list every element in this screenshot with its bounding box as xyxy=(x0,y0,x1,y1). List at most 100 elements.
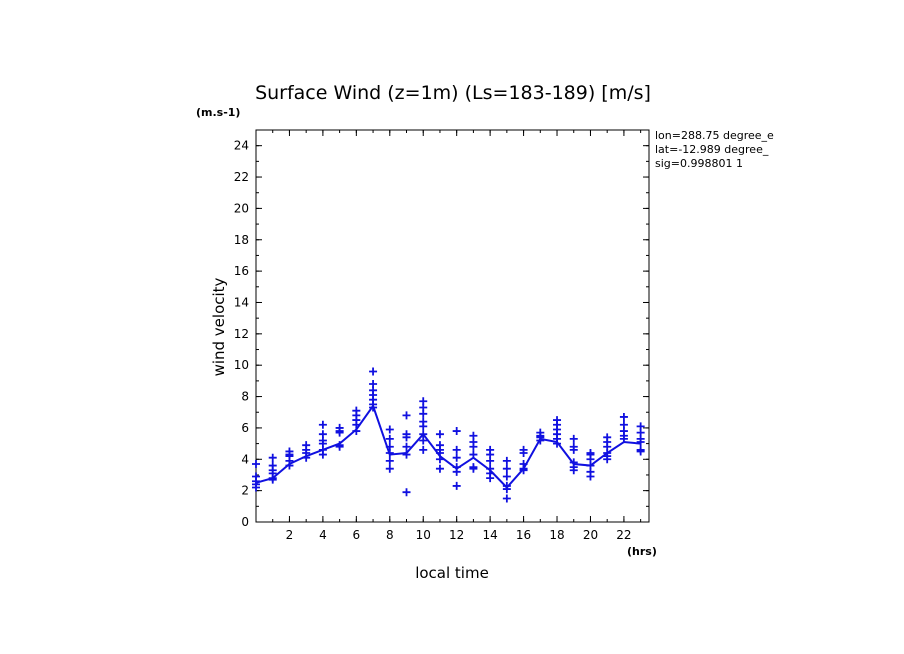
sample-point xyxy=(419,409,428,418)
x-tick-label: 16 xyxy=(516,528,531,542)
sample-point xyxy=(402,488,411,497)
sample-point xyxy=(402,450,411,459)
sample-point xyxy=(502,464,511,473)
sample-point xyxy=(486,474,495,483)
sample-point xyxy=(636,438,645,447)
y-unit-label: (m.s-1) xyxy=(196,106,240,119)
sample-point xyxy=(469,464,478,473)
plot-frame xyxy=(255,129,650,523)
sample-point xyxy=(469,442,478,451)
x-tick-label: 10 xyxy=(416,528,431,542)
sample-point xyxy=(369,367,378,376)
sample-point xyxy=(519,449,528,458)
x-tick-label: 12 xyxy=(449,528,464,542)
y-tick-label: 20 xyxy=(234,201,249,215)
y-tick-label: 22 xyxy=(234,170,249,184)
sample-point xyxy=(553,439,562,448)
info-lat: lat=-12.989 degree_ xyxy=(655,143,769,156)
y-tick-label: 8 xyxy=(241,390,249,404)
sample-point xyxy=(318,420,327,429)
sample-point xyxy=(419,445,428,454)
sample-point xyxy=(569,445,578,454)
sample-point xyxy=(385,464,394,473)
y-tick-label: 0 xyxy=(241,515,249,529)
sample-point xyxy=(603,455,612,464)
sample-point xyxy=(252,483,260,492)
sample-point xyxy=(335,442,344,451)
sample-point xyxy=(419,436,428,445)
sample-point xyxy=(486,456,495,465)
sample-point xyxy=(519,466,528,475)
x-tick-label: 22 xyxy=(616,528,631,542)
x-tick-label: 2 xyxy=(286,528,294,542)
y-tick-label: 18 xyxy=(234,233,249,247)
mean-line-layer xyxy=(255,403,641,489)
y-tick-label: 24 xyxy=(234,139,249,153)
sample-points-layer xyxy=(252,367,645,503)
x-tick-label: 4 xyxy=(319,528,327,542)
sample-point xyxy=(385,449,394,458)
info-clip-mask xyxy=(779,128,904,158)
y-tick-label: 6 xyxy=(241,421,249,435)
y-tick-label: 2 xyxy=(241,484,249,498)
info-box: lon=288.75 degree_e lat=-12.989 degree_ … xyxy=(655,129,774,170)
sample-point xyxy=(619,412,628,421)
sample-point xyxy=(452,481,461,490)
sample-point xyxy=(385,456,394,465)
sample-point xyxy=(452,467,461,476)
sample-point xyxy=(335,428,344,437)
sample-point xyxy=(419,422,428,431)
sample-point xyxy=(586,472,595,481)
y-tick-label: 4 xyxy=(241,452,249,466)
info-sig: sig=0.998801 1 xyxy=(655,157,743,170)
x-unit-label: (hrs) xyxy=(627,545,657,558)
sample-point xyxy=(285,461,294,470)
chart-title: Surface Wind (z=1m) (Ls=183-189) [m/s] xyxy=(255,82,651,104)
sample-point xyxy=(402,411,411,420)
x-tick-label: 6 xyxy=(353,528,361,542)
info-lon: lon=288.75 degree_e xyxy=(655,129,774,142)
sample-point xyxy=(469,450,478,459)
sample-point xyxy=(252,459,260,468)
x-axis-ticks: 2 4 6 8 10 12 14 16 18 20 22 xyxy=(272,130,642,542)
sample-point xyxy=(369,403,378,412)
y-tick-label: 12 xyxy=(234,327,249,341)
sample-point xyxy=(536,436,545,445)
sample-point xyxy=(502,456,511,465)
x-tick-label: 8 xyxy=(386,528,394,542)
sample-point xyxy=(502,485,511,494)
sample-point xyxy=(318,450,327,459)
sample-point xyxy=(502,494,511,503)
sample-point xyxy=(619,434,628,443)
x-tick-label: 14 xyxy=(482,528,497,542)
sample-point xyxy=(268,475,277,484)
y-tick-label: 10 xyxy=(234,358,249,372)
mean-wind-line xyxy=(255,403,641,489)
sample-point xyxy=(452,453,461,462)
sample-point xyxy=(352,427,361,436)
sample-point xyxy=(385,425,394,434)
sample-point xyxy=(435,455,444,464)
x-axis-label: local time xyxy=(415,564,489,582)
sample-point xyxy=(268,453,277,462)
y-tick-label: 16 xyxy=(234,264,249,278)
sample-point xyxy=(452,427,461,436)
sample-point xyxy=(636,447,645,456)
y-tick-label: 14 xyxy=(234,295,249,309)
sample-point xyxy=(385,434,394,443)
sample-point xyxy=(569,434,578,443)
sample-point xyxy=(302,453,311,462)
sample-point xyxy=(435,430,444,439)
sample-point xyxy=(402,442,411,451)
plot-border xyxy=(255,129,650,523)
sample-point xyxy=(452,445,461,454)
sample-point xyxy=(435,464,444,473)
x-tick-label: 18 xyxy=(549,528,564,542)
sample-point xyxy=(502,472,511,481)
sample-point xyxy=(569,466,578,475)
x-tick-label: 20 xyxy=(583,528,598,542)
sample-point xyxy=(402,433,411,442)
y-axis-label: wind velocity xyxy=(210,277,228,376)
